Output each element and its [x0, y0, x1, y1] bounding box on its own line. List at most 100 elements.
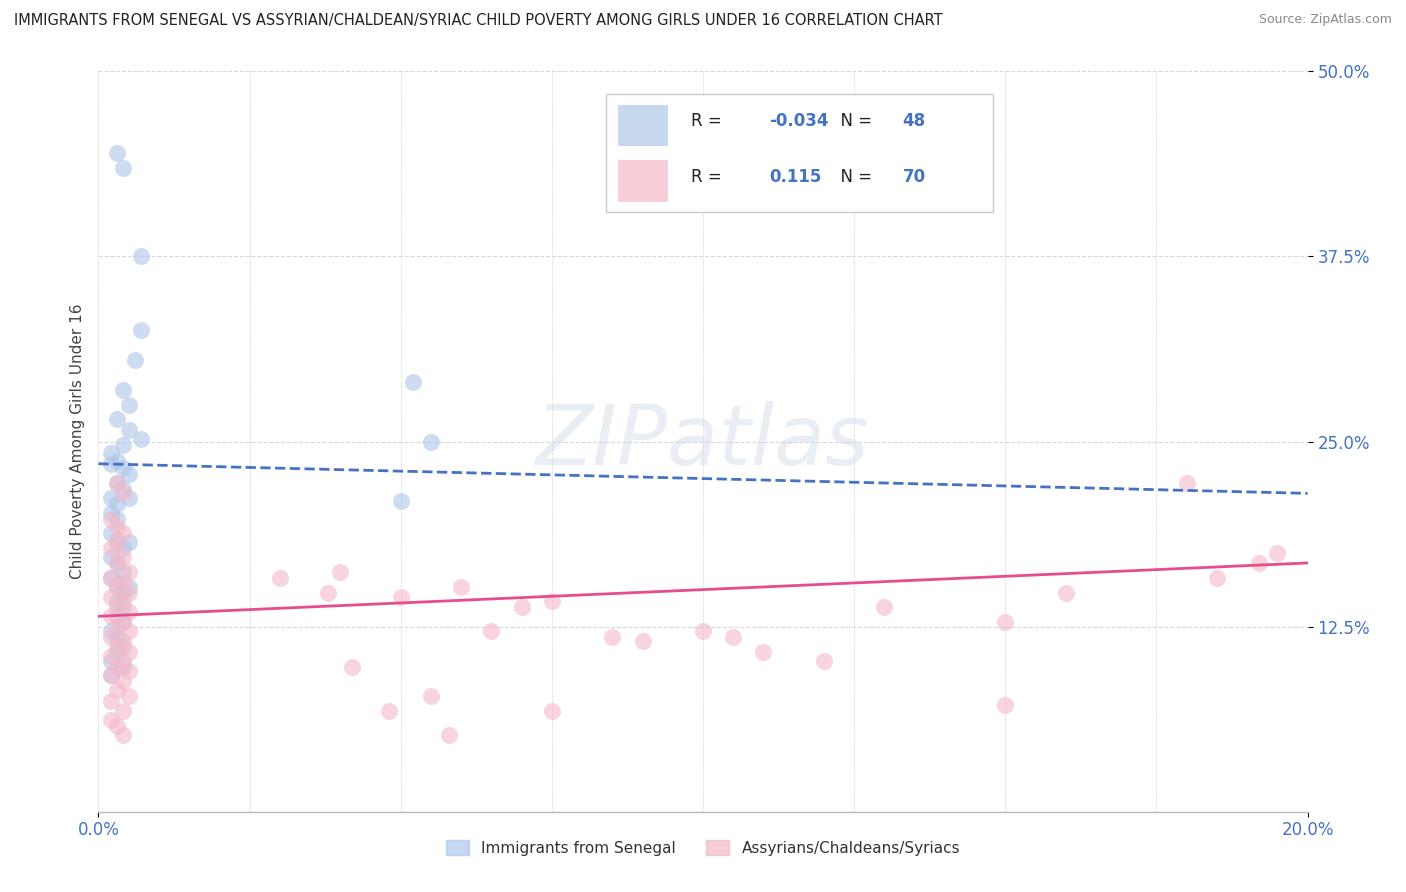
- Text: 70: 70: [903, 168, 925, 186]
- Text: -0.034: -0.034: [769, 112, 830, 130]
- Point: [118, 664, 141, 678]
- Point: [118, 565, 141, 579]
- Point: [111, 486, 134, 500]
- Point: [105, 412, 128, 426]
- Point: [105, 580, 128, 594]
- Point: [111, 541, 134, 556]
- FancyBboxPatch shape: [619, 161, 666, 201]
- Point: [752, 645, 775, 659]
- Text: N =: N =: [830, 112, 877, 130]
- Point: [631, 634, 654, 648]
- Point: [111, 565, 134, 579]
- Point: [105, 145, 128, 160]
- Point: [118, 423, 141, 437]
- Point: [105, 497, 128, 511]
- Point: [111, 461, 134, 475]
- Legend: Immigrants from Senegal, Assyrians/Chaldeans/Syriacs: Immigrants from Senegal, Assyrians/Chald…: [439, 832, 967, 863]
- Point: [111, 383, 134, 397]
- Point: [100, 654, 122, 668]
- Point: [100, 649, 122, 664]
- Point: [100, 491, 122, 505]
- Point: [602, 630, 624, 644]
- Text: R =: R =: [690, 112, 727, 130]
- Point: [100, 668, 122, 682]
- Point: [118, 491, 141, 505]
- Point: [510, 600, 533, 615]
- Point: [105, 475, 128, 490]
- Point: [105, 556, 128, 570]
- Point: [100, 526, 122, 541]
- FancyBboxPatch shape: [606, 94, 993, 212]
- Point: [105, 556, 128, 570]
- Point: [118, 398, 141, 412]
- Text: N =: N =: [830, 168, 877, 186]
- Text: IMMIGRANTS FROM SENEGAL VS ASSYRIAN/CHALDEAN/SYRIAC CHILD POVERTY AMONG GIRLS UN: IMMIGRANTS FROM SENEGAL VS ASSYRIAN/CHAL…: [14, 13, 942, 29]
- Point: [100, 694, 122, 708]
- Point: [118, 580, 141, 594]
- Point: [111, 437, 134, 451]
- Point: [105, 645, 128, 659]
- Point: [118, 645, 141, 659]
- Point: [420, 434, 443, 449]
- Point: [342, 659, 364, 673]
- Point: [111, 482, 134, 496]
- Point: [994, 615, 1017, 630]
- Point: [100, 457, 122, 471]
- Point: [813, 654, 835, 668]
- Point: [111, 654, 134, 668]
- Point: [105, 619, 128, 633]
- Point: [111, 526, 134, 541]
- Point: [100, 624, 122, 638]
- Point: [100, 590, 122, 604]
- Point: [994, 698, 1017, 712]
- Text: 0.115: 0.115: [769, 168, 823, 186]
- Point: [100, 571, 122, 585]
- Point: [389, 590, 412, 604]
- Point: [100, 511, 122, 525]
- Point: [692, 624, 714, 638]
- Point: [450, 580, 472, 594]
- Point: [118, 585, 141, 599]
- Point: [105, 639, 128, 653]
- Y-axis label: Child Poverty Among Girls Under 16: Child Poverty Among Girls Under 16: [69, 304, 84, 579]
- Point: [100, 571, 122, 585]
- Point: [111, 594, 134, 608]
- Point: [129, 432, 152, 446]
- Point: [437, 728, 460, 742]
- Point: [100, 541, 122, 556]
- Point: [129, 324, 152, 338]
- Point: [1206, 571, 1229, 585]
- Point: [105, 719, 128, 733]
- Point: [329, 565, 352, 579]
- Point: [118, 605, 141, 619]
- Point: [377, 704, 399, 718]
- Point: [118, 690, 141, 704]
- Point: [105, 659, 128, 673]
- Point: [873, 600, 896, 615]
- Point: [105, 600, 128, 615]
- Point: [105, 520, 128, 534]
- Point: [111, 615, 134, 630]
- Point: [118, 467, 141, 482]
- Point: [105, 578, 128, 592]
- Point: [111, 634, 134, 648]
- Point: [481, 624, 503, 638]
- Point: [129, 250, 152, 264]
- Point: [111, 575, 134, 590]
- Point: [105, 535, 128, 549]
- Point: [105, 533, 128, 548]
- Text: 48: 48: [903, 112, 925, 130]
- Point: [389, 493, 412, 508]
- Point: [540, 594, 562, 608]
- Point: [1249, 556, 1271, 570]
- Point: [118, 535, 141, 549]
- Point: [111, 161, 134, 175]
- Point: [111, 728, 134, 742]
- Text: R =: R =: [690, 168, 727, 186]
- Point: [105, 683, 128, 698]
- Point: [540, 704, 562, 718]
- Point: [111, 585, 134, 599]
- Point: [723, 630, 745, 644]
- Point: [105, 594, 128, 608]
- Point: [100, 506, 122, 520]
